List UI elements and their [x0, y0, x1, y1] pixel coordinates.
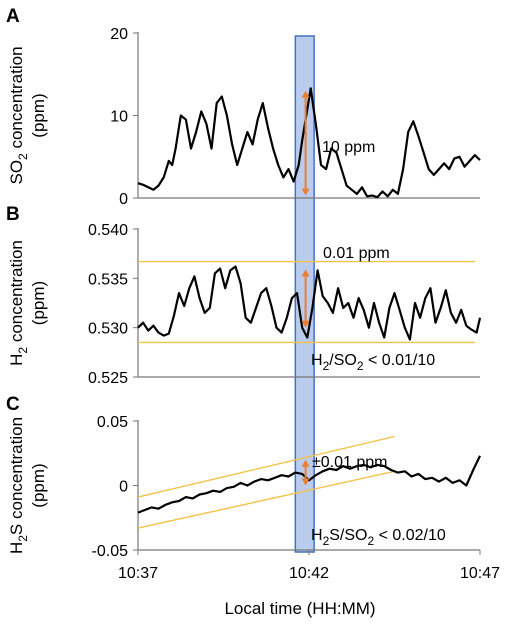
- panel-c-annotation: ±0.01 ppm: [312, 454, 388, 471]
- panel-b-ylabel: H2 concentration (ppm): [7, 240, 48, 366]
- y-tick-label: 0.05: [97, 414, 128, 431]
- panel-a-ylabel: SO2 concentration (ppm): [7, 46, 48, 184]
- panel-c: C H2S concentration (ppm) -0.05 0 0.05 10:3…: [6, 394, 500, 618]
- panel-c-xticks: 10:37 10:42 10:47: [118, 550, 500, 582]
- panel-b-axes: [137, 228, 480, 378]
- y-tick-label: -0.05: [92, 543, 129, 560]
- y-tick-label: 0.530: [88, 321, 128, 338]
- y-tick-label: 0.525: [88, 370, 128, 387]
- y-tick-label: 20: [110, 26, 128, 43]
- arrow-head-bottom: [301, 478, 310, 486]
- panel-b-h2-series: [137, 265, 482, 341]
- panel-a-letter: A: [6, 6, 20, 27]
- panel-b-arrow: [301, 269, 310, 328]
- band-line: [137, 470, 395, 529]
- y-tick-label: 0.535: [88, 271, 128, 288]
- arrow-head-bottom: [301, 188, 310, 196]
- panel-c-yticks: -0.05 0 0.05: [92, 414, 138, 560]
- panel-b-annotation: 0.01 ppm: [323, 245, 390, 262]
- panel-c-ratio-annotation: H2S/SO2 < 0.02/10: [311, 527, 446, 548]
- panel-c-letter: C: [6, 394, 20, 415]
- y-axis-label-line2: (ppm): [29, 93, 48, 137]
- panel-b-yticks: 0.525 0.530 0.535 0.540: [88, 222, 138, 387]
- x-tick-label: 10:42: [289, 565, 329, 582]
- x-axis-label: Local time (HH:MM): [224, 599, 375, 618]
- panel-c-band-lines: [137, 435, 395, 529]
- y-axis-label-line1: H2 concentration: [7, 240, 30, 366]
- y-axis-label-line1: SO2 concentration: [7, 46, 30, 184]
- arrow-head-top: [301, 459, 310, 467]
- panel-c-arrow: [301, 459, 310, 486]
- y-tick-label: 0: [119, 479, 128, 496]
- y-axis-label-line1: H2S concentration: [7, 417, 30, 554]
- arrow-head-bottom: [301, 320, 310, 328]
- band-line: [137, 435, 395, 498]
- panel-b-band-lines: [138, 260, 475, 344]
- y-tick-label: 0: [119, 191, 128, 208]
- arrow-head-top: [301, 90, 310, 98]
- x-tick-label: 10:37: [118, 565, 158, 582]
- y-tick-label: 10: [110, 109, 128, 126]
- panel-a-annotation: 10 ppm: [322, 139, 375, 156]
- y-axis-label-line2: (ppm): [29, 281, 48, 325]
- panel-c-ylabel: H2S concentration (ppm): [7, 417, 48, 554]
- panel-a-yticks: 0 10 20: [110, 26, 138, 208]
- panel-b: B H2 concentration (ppm) 0.5250.5300.5350…: [6, 204, 482, 387]
- arrow-head-top: [301, 269, 310, 277]
- panel-a: A SO2 concentration (ppm) 0 10 20 10 ppm: [6, 6, 481, 208]
- y-tick-label: 0.540: [88, 222, 128, 239]
- panel-a-arrow: [301, 90, 310, 196]
- panel-b-letter: B: [6, 204, 20, 225]
- panel-b-ratio-annotation: H2/SO2 < 0.01/10: [311, 352, 435, 373]
- x-tick-label: 10:47: [460, 565, 500, 582]
- y-axis-label-line2: (ppm): [29, 463, 48, 507]
- panel-c-h2s-series: [137, 455, 481, 514]
